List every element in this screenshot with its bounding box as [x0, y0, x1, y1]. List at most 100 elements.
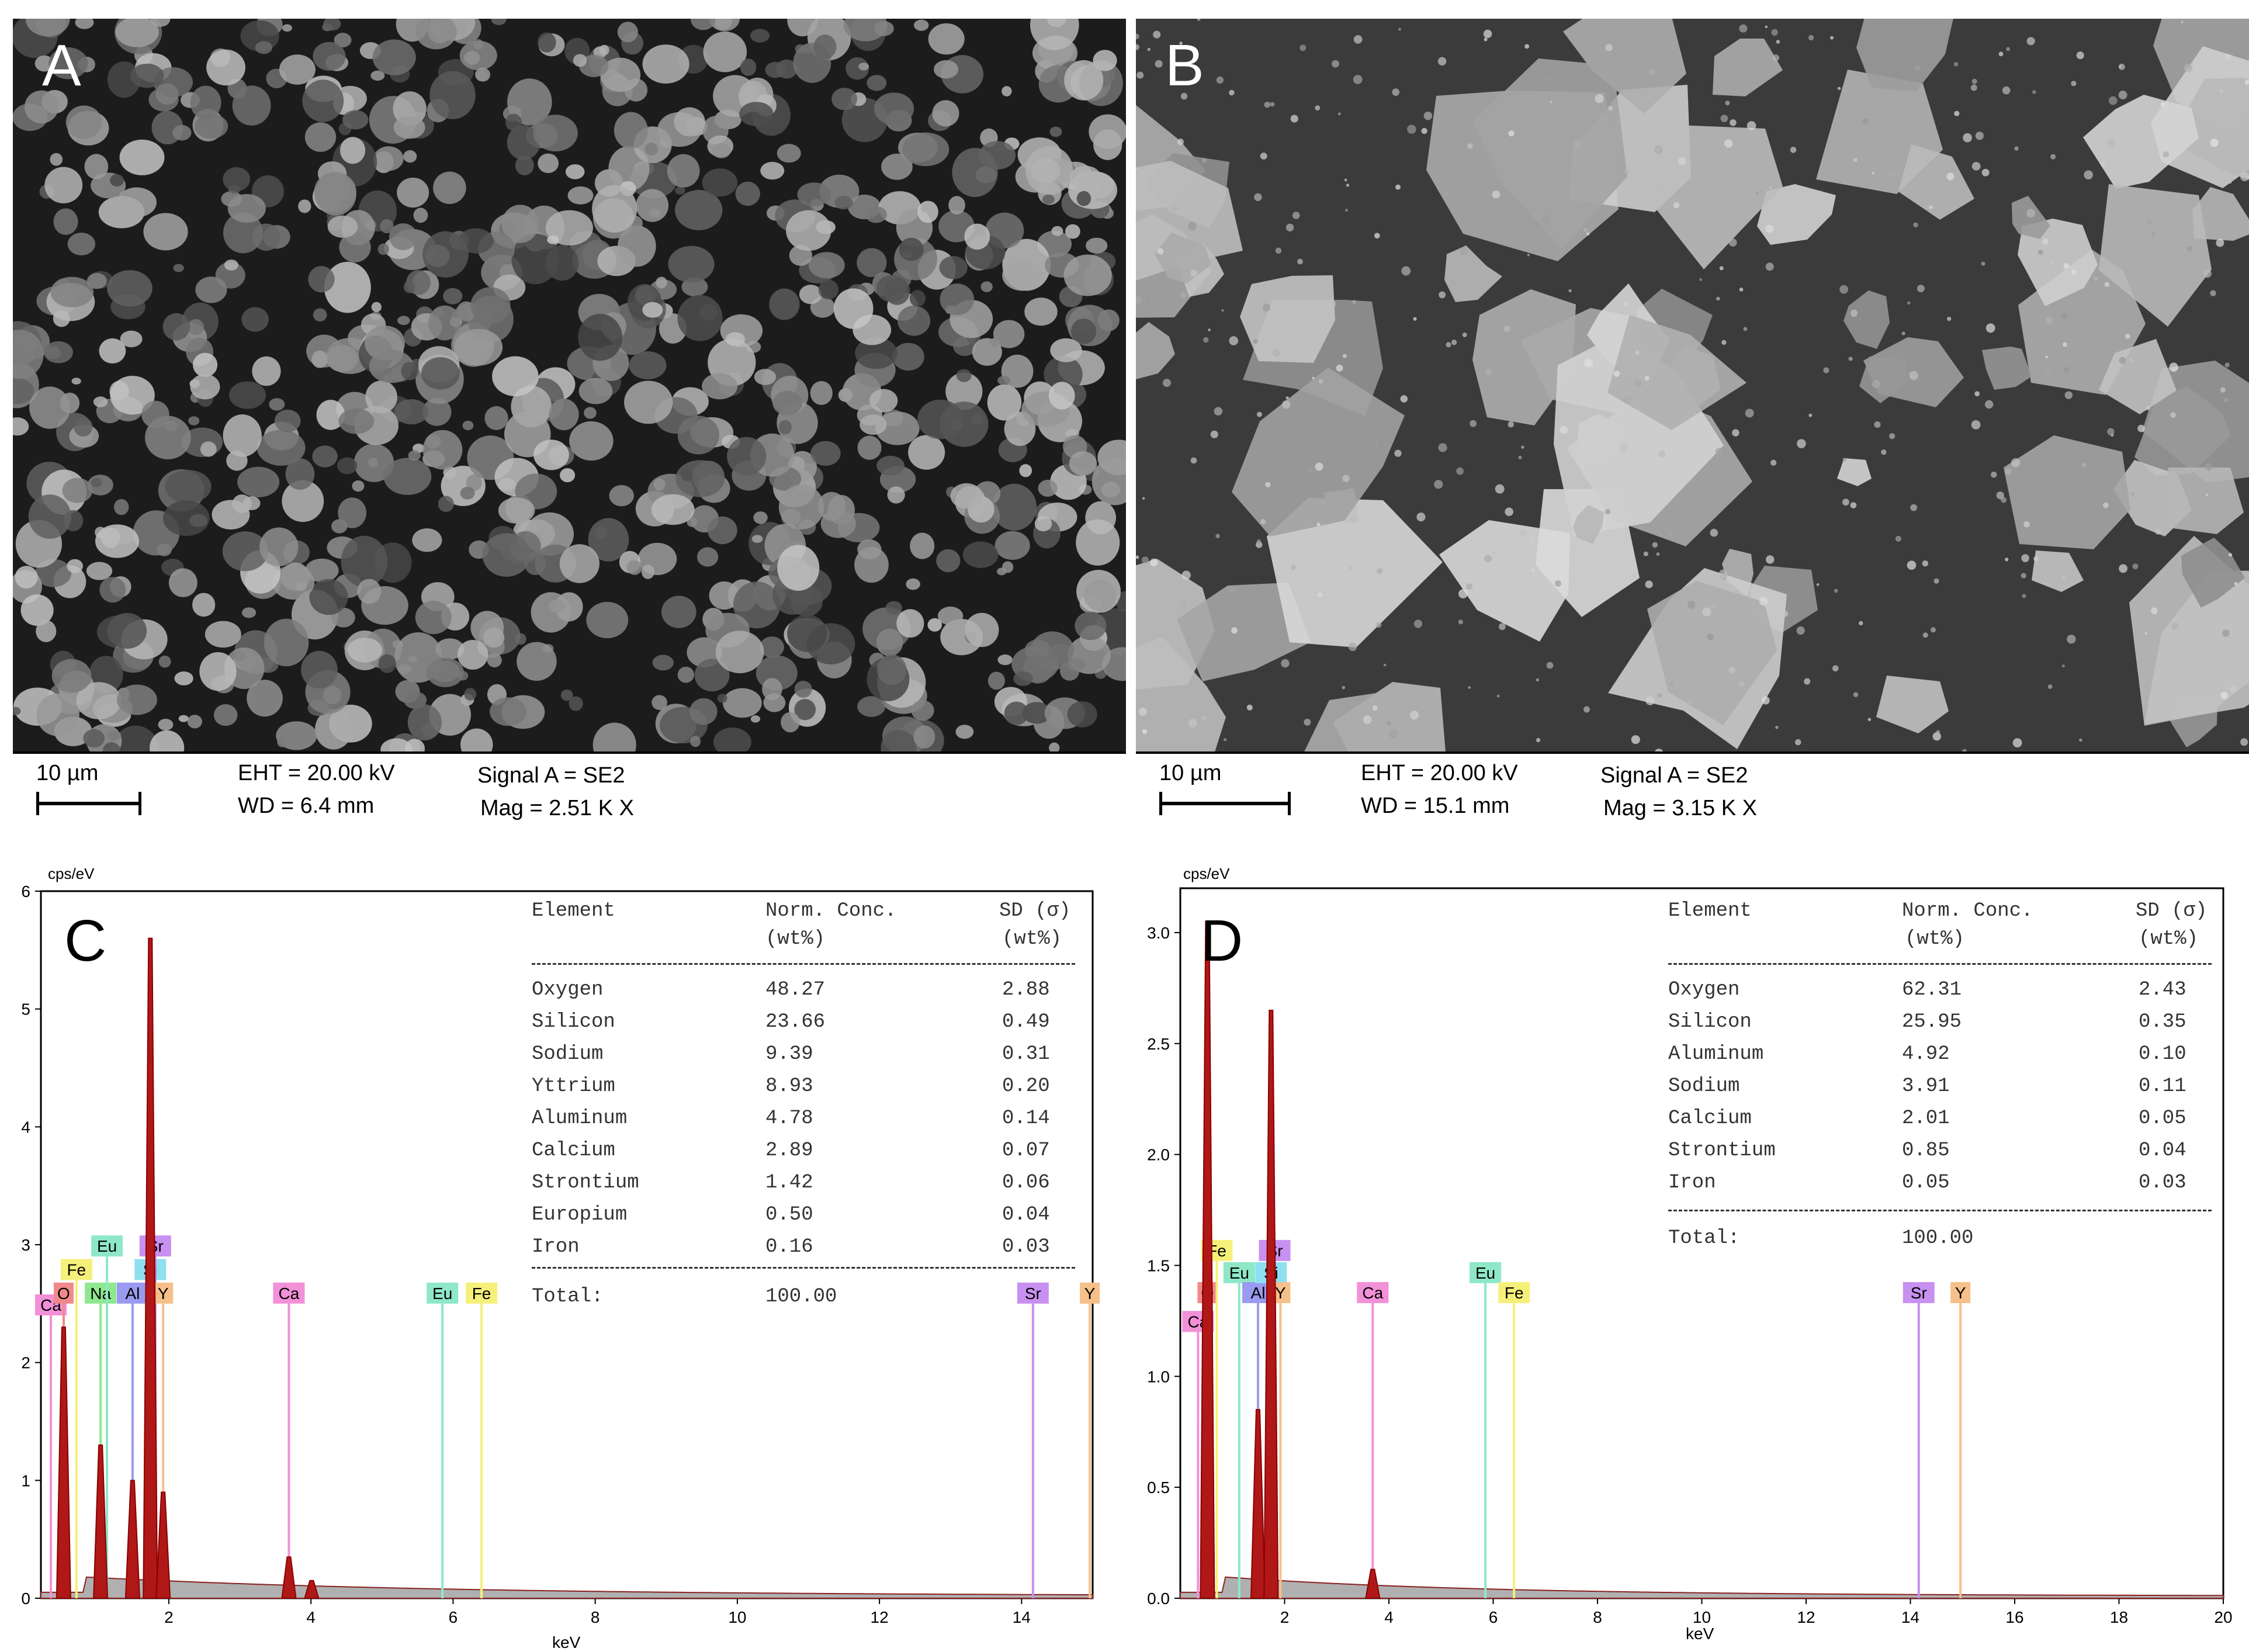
sem-fine-particle [1256, 411, 1262, 417]
sem-fine-particle [1423, 112, 1433, 120]
sem-particle [247, 680, 283, 717]
sem-particle [887, 486, 905, 504]
sem-crystal [1563, 19, 1686, 113]
sem-fine-particle [1416, 512, 1426, 522]
sem-texture-a [13, 19, 1126, 754]
sem-particle [702, 373, 738, 400]
sem-fine-particle [1728, 238, 1737, 247]
sem-fine-particle [1762, 696, 1770, 705]
sem-particle [110, 376, 155, 415]
sem-particle [874, 21, 894, 36]
element-marker-box [139, 1235, 171, 1257]
sem-fine-particle [1153, 30, 1161, 39]
sem-fine-particle [2047, 684, 2053, 690]
sem-particle [403, 691, 427, 709]
sem-particle [1050, 338, 1082, 362]
sem-fine-particle [2119, 65, 2122, 68]
sem-fine-particle [1468, 686, 1471, 689]
sem-fine-particle [1136, 44, 1139, 50]
table-unit-conc: (wt%) [1905, 928, 1965, 950]
sem-particle [707, 665, 724, 681]
sem-particle [584, 407, 597, 419]
y-tick-label: 2.5 [1147, 1035, 1170, 1053]
sem-particle [91, 478, 102, 487]
y-tick-label: 0.5 [1147, 1478, 1170, 1497]
sem-particle [1048, 382, 1075, 410]
sem-particle [150, 730, 185, 754]
sem-particle [422, 430, 463, 470]
sem-fine-particle [1344, 178, 1347, 182]
sem-particle [158, 655, 171, 668]
sem-crystal [2032, 550, 2084, 592]
sem-particle [896, 609, 924, 638]
sem-fine-particle [1707, 633, 1714, 640]
sem-particle [338, 497, 366, 528]
sem-crystal [1876, 676, 1949, 733]
sem-particle [162, 313, 190, 341]
sem-particle [997, 567, 1007, 576]
sem-particle [932, 100, 959, 127]
sem-fine-particle [1718, 569, 1728, 578]
sem-fine-particle [2021, 573, 2026, 579]
sem-fine-particle [1229, 89, 1235, 96]
sem-particle [962, 541, 999, 568]
table-cell-conc: 48.27 [765, 979, 826, 1001]
x-tick-label: 20 [2214, 1608, 2232, 1626]
table-header-element: Element [1668, 900, 1752, 922]
sem-fine-particle [1190, 269, 1197, 277]
sem-fine-particle [1141, 556, 1149, 564]
spectrum-peak [155, 1491, 171, 1599]
sem-particle [810, 441, 841, 466]
sem-fine-particle [2045, 355, 2049, 359]
sem-fine-particle [1534, 221, 1541, 228]
x-axis-label: keV [1686, 1625, 1714, 1643]
sem-particle [547, 600, 566, 613]
sem-fine-particle [1963, 133, 1972, 143]
sem-fine-particle [1769, 186, 1772, 189]
table-cell-conc: 4.78 [765, 1107, 813, 1130]
sem-fine-particle [2079, 738, 2082, 742]
spectrum-peak [1200, 920, 1215, 1599]
sem-fine-particle [1922, 560, 1929, 567]
sem-fine-particle [1837, 86, 1841, 91]
sem-particle [799, 285, 822, 304]
sem-particle [876, 455, 905, 476]
sem-particle [702, 168, 738, 197]
sem-particle [624, 380, 673, 424]
sem-fine-particle [1730, 119, 1737, 126]
sem-fine-particle [1336, 364, 1343, 372]
table-cell-element: Oxygen [532, 979, 604, 1001]
sem-fine-particle [1862, 118, 1869, 125]
sem-particle [29, 386, 71, 429]
sem-particle [910, 532, 935, 559]
sem-crystal [1837, 458, 1872, 486]
sem-fine-particle [1724, 139, 1733, 148]
sem-fine-particle [1745, 408, 1754, 418]
sem-fine-particle [1395, 184, 1401, 190]
sem-particle [422, 231, 469, 278]
sem-particle [1002, 259, 1043, 291]
sem-fine-particle [1349, 514, 1359, 524]
sem-particle [515, 155, 534, 175]
sem-fine-particle [2011, 458, 2021, 467]
table-cell-sd: 0.04 [1002, 1204, 1050, 1226]
element-marker-label: Sr [1911, 1284, 1927, 1302]
table-cell-sd: 0.03 [1002, 1236, 1050, 1258]
sem-crystal [1859, 356, 1907, 403]
sem-fine-particle [2160, 102, 2165, 107]
sem-fine-particle [1657, 693, 1662, 698]
sem-particle [487, 653, 502, 668]
sem-particle [740, 58, 757, 76]
sem-particle [305, 558, 339, 583]
sem-fine-particle [1909, 370, 1918, 380]
sem-particle [466, 474, 482, 491]
sem-particle [107, 270, 153, 307]
sem-particle [1049, 742, 1060, 753]
sem-particle [397, 177, 429, 208]
table-cell-sd: 0.07 [1002, 1140, 1050, 1162]
sem-fine-particle [2129, 358, 2133, 362]
table-cell-sd: 0.49 [1002, 1011, 1050, 1033]
sem-fine-particle [1839, 285, 1848, 294]
sem-fine-particle [1377, 568, 1383, 574]
x-tick-label: 4 [1384, 1608, 1394, 1626]
